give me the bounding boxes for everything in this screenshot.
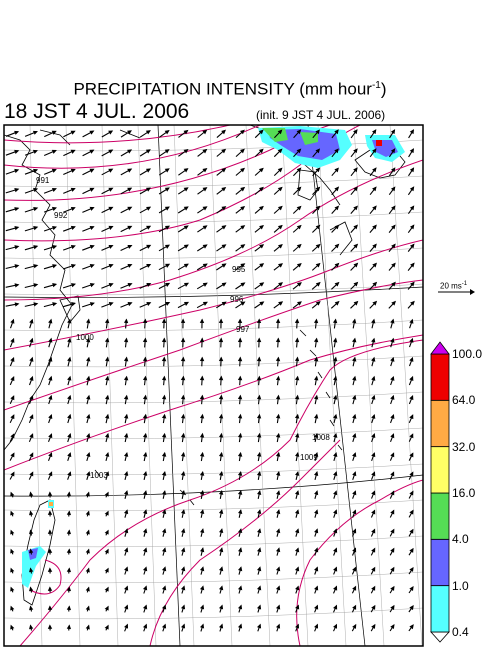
colorbar-segment (430, 585, 450, 633)
svg-text:996: 996 (230, 295, 244, 304)
colorbar-segment (430, 538, 450, 586)
colorbar-tick-label: 16.0 (452, 486, 476, 500)
svg-text:997: 997 (236, 325, 250, 334)
isobar-labels: 991 992 995 996 997 1000 1003 1008 1009 (36, 176, 330, 480)
svg-text:1000: 1000 (76, 333, 94, 342)
svg-text:995: 995 (232, 265, 246, 274)
colorbar-tick-label: 64.0 (452, 393, 476, 408)
svg-text:992: 992 (54, 211, 68, 220)
colorbar-segment (430, 353, 450, 401)
vector-reference-arrow (438, 289, 475, 295)
map-frame (3, 124, 424, 647)
colorbar-tick-label: 0.4 (452, 625, 469, 639)
colorbar-over-triangle (430, 341, 450, 355)
coastlines (4, 125, 406, 606)
colorbar-tick-label: 32.0 (452, 439, 476, 454)
svg-text:1009: 1009 (300, 453, 318, 462)
precip-cell-north-top (258, 126, 352, 168)
wind-vectors (5, 129, 415, 632)
colorbar-segment (430, 399, 450, 447)
colorbar-tick-label: 4.0 (452, 532, 469, 547)
colorbar-tick-label: 1.0 (452, 578, 469, 593)
colorbar-tick-label: 100.0 (452, 347, 483, 361)
precip-cell-north-east (365, 135, 405, 162)
colorbar-under-triangle (430, 631, 450, 643)
colorbar-segment (430, 492, 450, 540)
precip-cell-taiwan (22, 500, 54, 588)
colorbar-segment (430, 446, 450, 494)
map-title: PRECIPITATION INTENSITY (mm hour-1) (73, 79, 387, 99)
svg-text:1003: 1003 (90, 471, 108, 480)
svg-text:1008: 1008 (312, 433, 330, 442)
svg-text:991: 991 (36, 176, 50, 185)
init-time: (init. 9 JST 4 JUL. 2006) (256, 108, 386, 122)
valid-time: 18 JST 4 JUL. 2006 (4, 100, 190, 123)
vector-reference-label: 20 ms-1 (440, 281, 468, 291)
